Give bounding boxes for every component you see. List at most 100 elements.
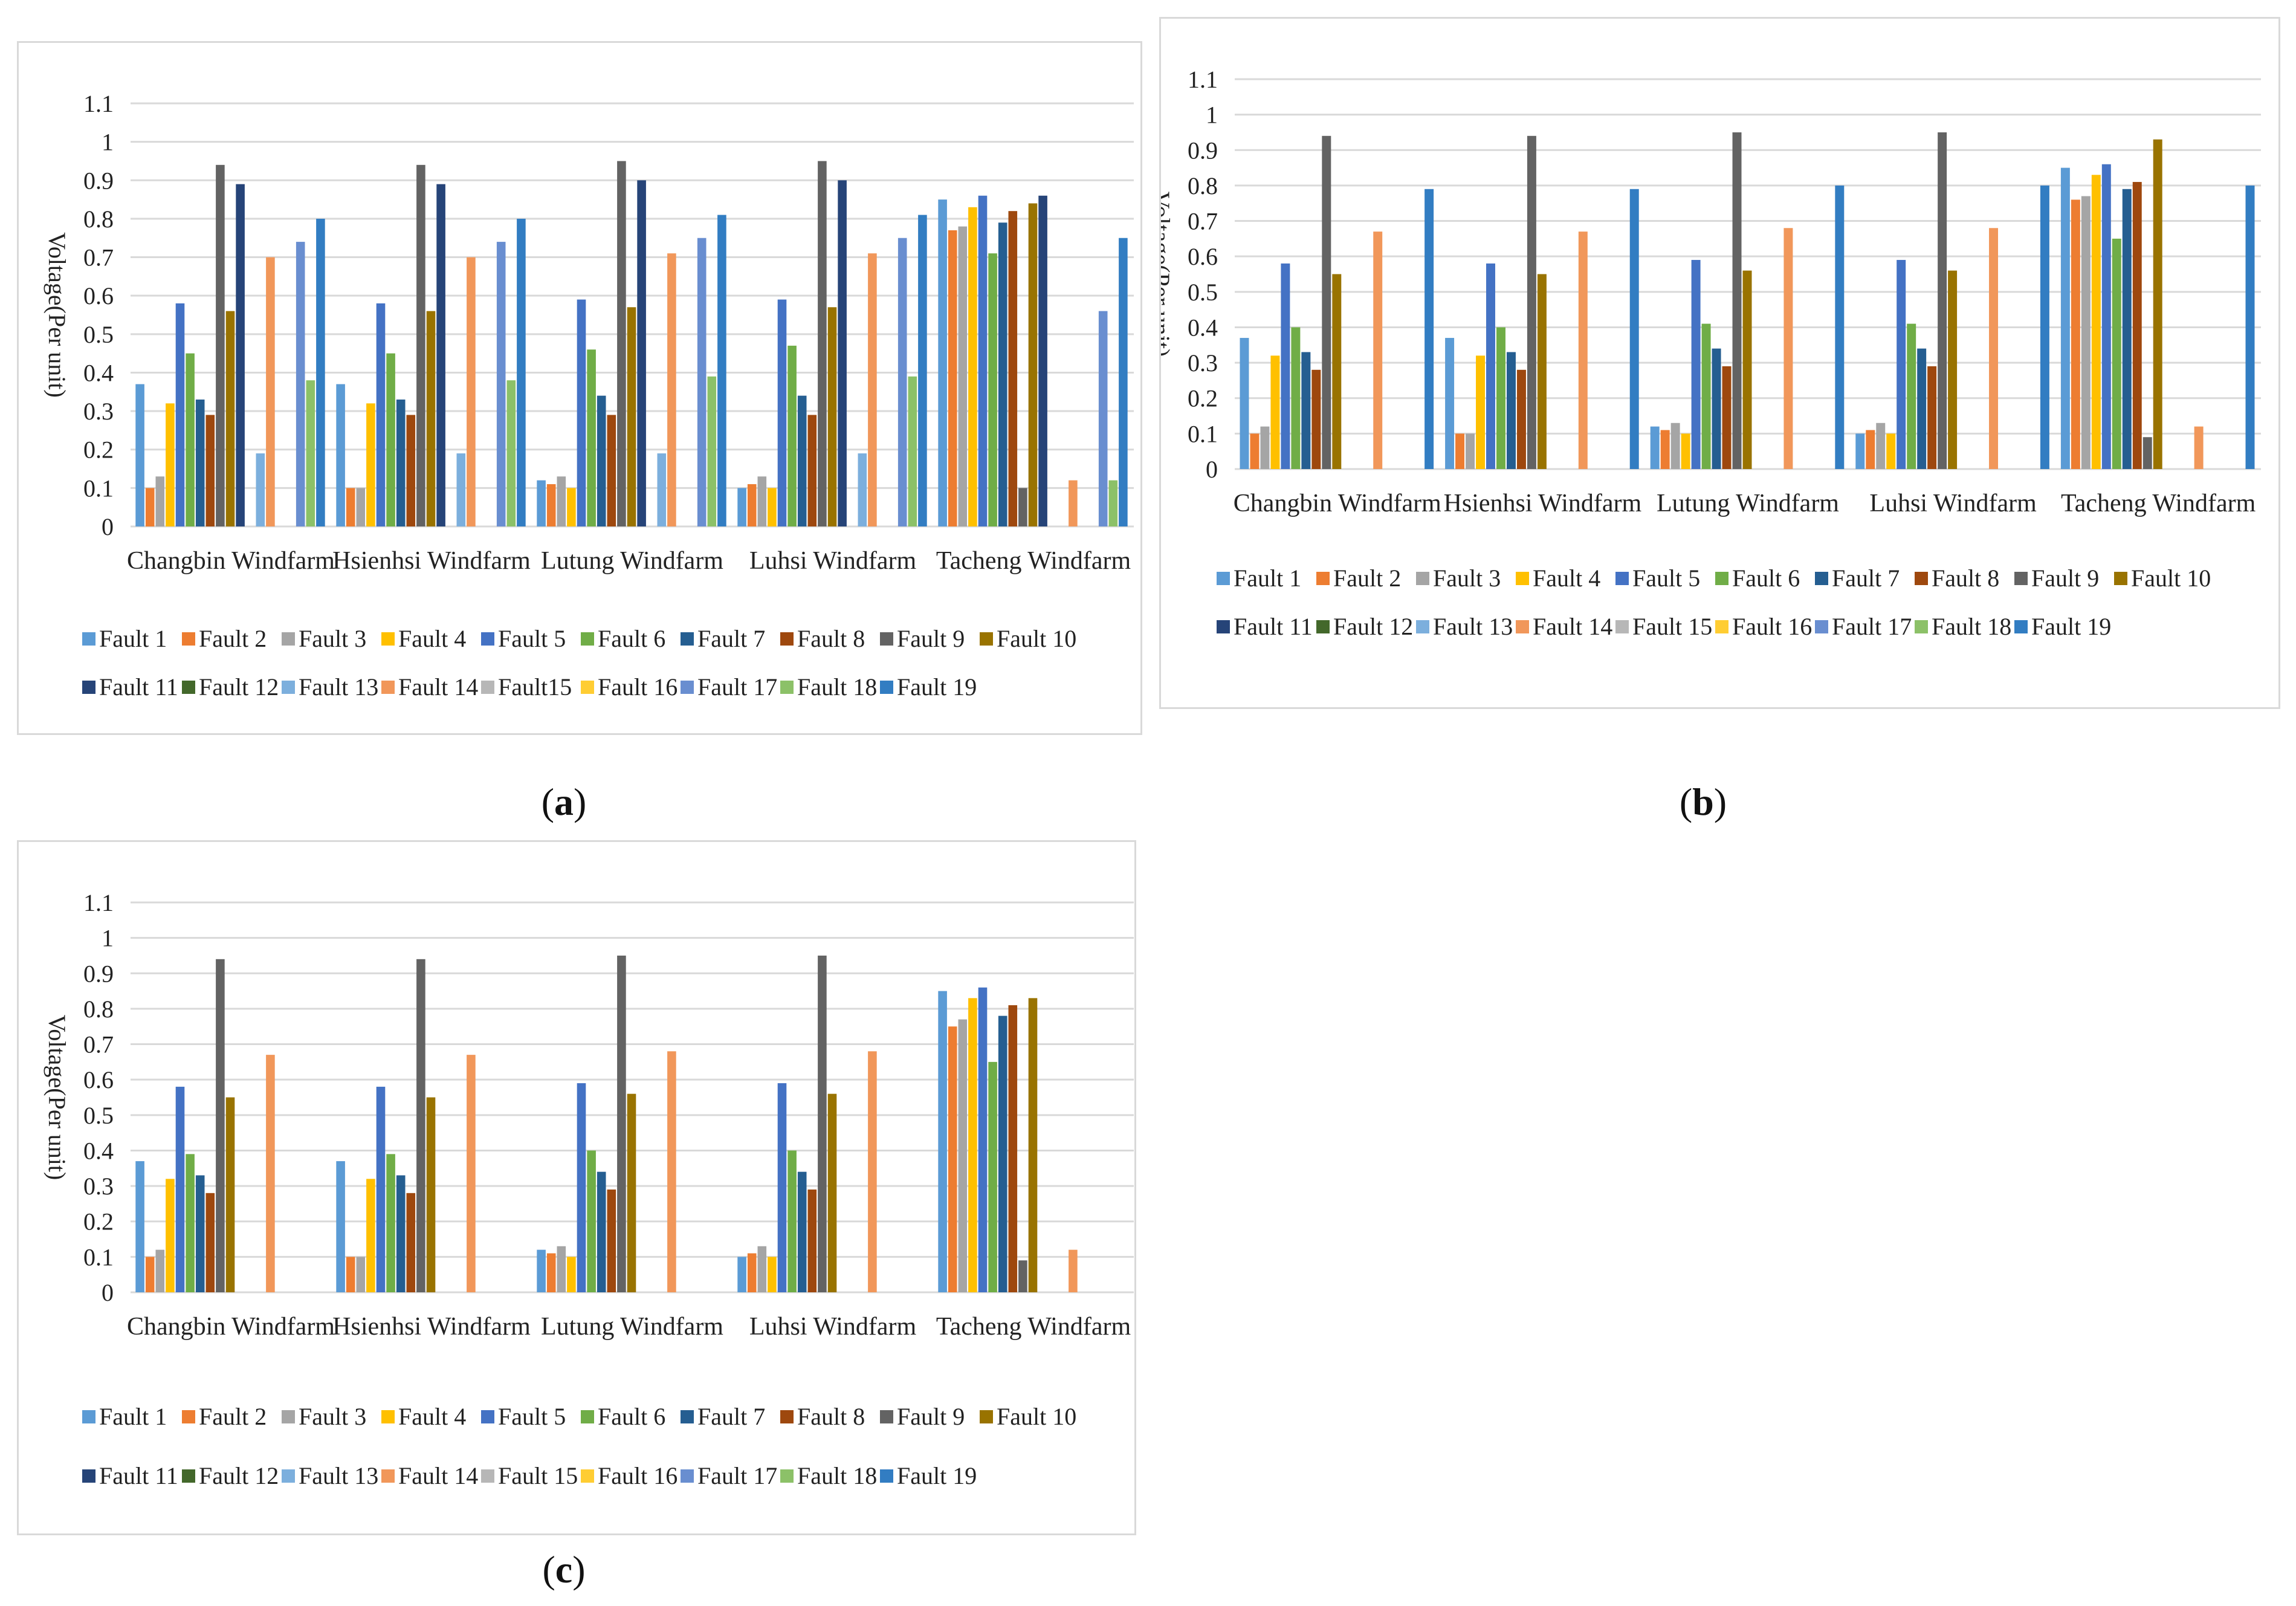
bar	[496, 242, 506, 526]
bar	[386, 1154, 395, 1292]
y-tick-label: 0.1	[83, 474, 114, 502]
legend-label: Fault 4	[1533, 565, 1600, 592]
bar	[1835, 185, 1845, 469]
bar	[1670, 423, 1680, 469]
legend-label: Fault 16	[598, 1462, 677, 1489]
bar	[426, 311, 436, 526]
legend-label: Fault 8	[797, 625, 865, 652]
bar	[968, 207, 977, 526]
legend-swatch	[581, 632, 594, 646]
legend-swatch	[681, 1469, 694, 1483]
legend-swatch	[481, 632, 494, 646]
bar	[1069, 1249, 1078, 1292]
bar	[1578, 232, 1588, 469]
bar	[346, 488, 355, 526]
legend-label: Fault 11	[99, 673, 178, 701]
bar	[1742, 270, 1752, 469]
legend-swatch	[1416, 572, 1429, 585]
bar	[1069, 480, 1078, 526]
legend-swatch	[381, 681, 395, 694]
bar	[256, 453, 265, 526]
x-tick-label: Lutung Windfarm	[541, 1313, 723, 1341]
bar	[807, 415, 817, 526]
bar	[1018, 488, 1027, 526]
bar	[838, 180, 847, 526]
legend-swatch	[1615, 620, 1629, 633]
x-tick-label: Hsienhsi Windfarm	[1444, 490, 1642, 517]
legend-label: Fault 7	[697, 625, 765, 652]
bar	[958, 226, 968, 526]
bar	[1732, 132, 1742, 470]
legend-label: Fault 5	[498, 1403, 566, 1430]
legend-swatch	[82, 632, 95, 646]
bar	[597, 395, 606, 526]
y-tick-label: 0.9	[83, 167, 114, 194]
bar	[978, 987, 988, 1292]
bar	[978, 195, 988, 526]
bar	[155, 476, 165, 526]
y-tick-label: 0	[1206, 456, 1218, 483]
bar	[938, 199, 947, 526]
y-tick-label: 0.9	[83, 960, 114, 987]
x-tick-label: Tacheng Windfarm	[936, 1313, 1131, 1341]
bar	[356, 1257, 366, 1292]
legend-swatch	[182, 632, 195, 646]
bar	[1866, 430, 1875, 469]
y-tick-label: 0.5	[83, 1102, 114, 1129]
legend-label: Fault 11	[1234, 613, 1313, 640]
legend-label: Fault 9	[2031, 565, 2099, 592]
legend-swatch	[182, 1469, 195, 1483]
bar	[456, 453, 466, 526]
bar	[1629, 189, 1639, 469]
legend-label: Fault 9	[897, 1403, 965, 1430]
x-tick-label: Lutung Windfarm	[1657, 490, 1839, 517]
x-tick-label: Changbin Windfarm	[127, 1313, 335, 1341]
bar	[216, 959, 225, 1292]
bar	[416, 959, 425, 1292]
bar	[1855, 433, 1865, 469]
bar	[1018, 1260, 1027, 1292]
y-tick-label: 0.5	[83, 321, 114, 348]
legend-swatch	[2014, 572, 2028, 585]
legend-label: Fault 19	[2031, 613, 2111, 640]
chart-panel-b: 0 0.1 0.2 0.3 0.4 0.5 0.6 0.7 0.8 0.9 1 1.1 Voltage(…	[1159, 17, 2280, 709]
legend-swatch	[780, 1410, 794, 1423]
bar	[737, 1257, 746, 1292]
chart-a: 0 0.1 0.2 0.3 0.4 0.5 0.6 0.7 0.8 0.9 1 1.1 Voltage(…	[44, 90, 1134, 701]
legend-label: Fault 13	[299, 1462, 378, 1489]
legend-swatch	[1815, 620, 1828, 633]
y-tick-label: 1	[102, 925, 114, 952]
bar	[416, 164, 425, 526]
bar	[205, 1193, 215, 1292]
legend-swatch	[1815, 572, 1828, 585]
bar	[1537, 274, 1547, 469]
chart-b: 0 0.1 0.2 0.3 0.4 0.5 0.6 0.7 0.8 0.9 1 1.1 Voltage(…	[1161, 66, 2261, 640]
legend-label: Fault 10	[2131, 565, 2211, 592]
bar	[2040, 185, 2049, 469]
legend-swatch	[282, 1410, 295, 1423]
bar	[175, 303, 185, 526]
x-tick-label: Hsienhsi Windfarm	[332, 547, 531, 575]
caption-a: (a)	[541, 780, 587, 823]
bar	[1028, 203, 1038, 526]
legend-label: Fault 3	[299, 625, 366, 652]
legend-swatch	[880, 632, 893, 646]
bar	[1917, 348, 1927, 469]
legend-swatch	[780, 681, 794, 694]
legend-swatch	[581, 1469, 594, 1483]
bar	[517, 218, 526, 526]
bar	[386, 353, 395, 526]
legend-swatch	[1915, 620, 1928, 633]
bar	[988, 1061, 997, 1292]
legend-label: Fault 5	[498, 625, 566, 652]
y-tick-label: 1.1	[83, 90, 114, 117]
bar	[1989, 228, 1999, 469]
bar	[1476, 355, 1486, 469]
bar	[557, 476, 566, 526]
bar	[557, 1246, 566, 1292]
legend-swatch	[82, 681, 95, 694]
bar	[195, 1175, 205, 1292]
bar	[266, 257, 275, 526]
bar	[657, 453, 667, 526]
bar	[396, 1175, 406, 1292]
